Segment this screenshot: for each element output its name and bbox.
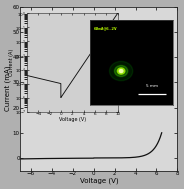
- Y-axis label: Current (mA): Current (mA): [5, 66, 11, 112]
- X-axis label: Voltage (V): Voltage (V): [80, 178, 118, 184]
